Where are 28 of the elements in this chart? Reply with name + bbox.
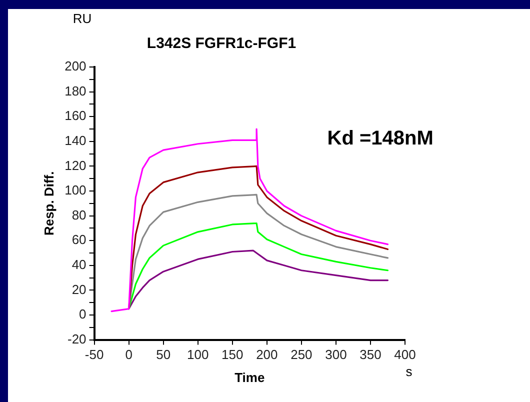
y-tick-label: 180	[64, 83, 86, 98]
x-tick-label: 400	[394, 347, 416, 362]
y-tick-label: 140	[64, 132, 86, 148]
x-tick-label: 150	[222, 347, 244, 362]
x-axis-title: Time	[234, 370, 265, 385]
chart-title: L342S FGFR1c-FGF1	[146, 35, 296, 52]
x-tick-label: 0	[125, 347, 132, 362]
x-tick-label: 50	[156, 347, 171, 362]
y-tick-label: 60	[72, 232, 86, 248]
y-tick-label: -20	[67, 331, 86, 346]
y-tick-label: 0	[79, 306, 86, 322]
text: s	[406, 364, 413, 379]
x-tick-label: 300	[325, 347, 347, 362]
y-tick-label: 20	[72, 282, 86, 297]
y-tick-label: 200	[64, 58, 86, 74]
text: RU	[72, 11, 92, 26]
x-tick-label: 200	[256, 347, 278, 362]
x-tick-label: 350	[360, 347, 382, 362]
y-axis-title: Resp. Diff.	[41, 171, 56, 236]
x-tick-label: -50	[84, 347, 104, 362]
y-tick-label: 100	[64, 182, 86, 198]
x-tick-label: 250	[290, 347, 312, 362]
annotation: Kd =148nM	[327, 128, 434, 150]
x-tick-label: 100	[187, 347, 209, 362]
y-tick-label: 120	[64, 158, 86, 173]
y-tick-label: 80	[72, 207, 86, 222]
y-tick-label: 160	[64, 108, 86, 124]
y-tick-label: 40	[72, 256, 86, 272]
